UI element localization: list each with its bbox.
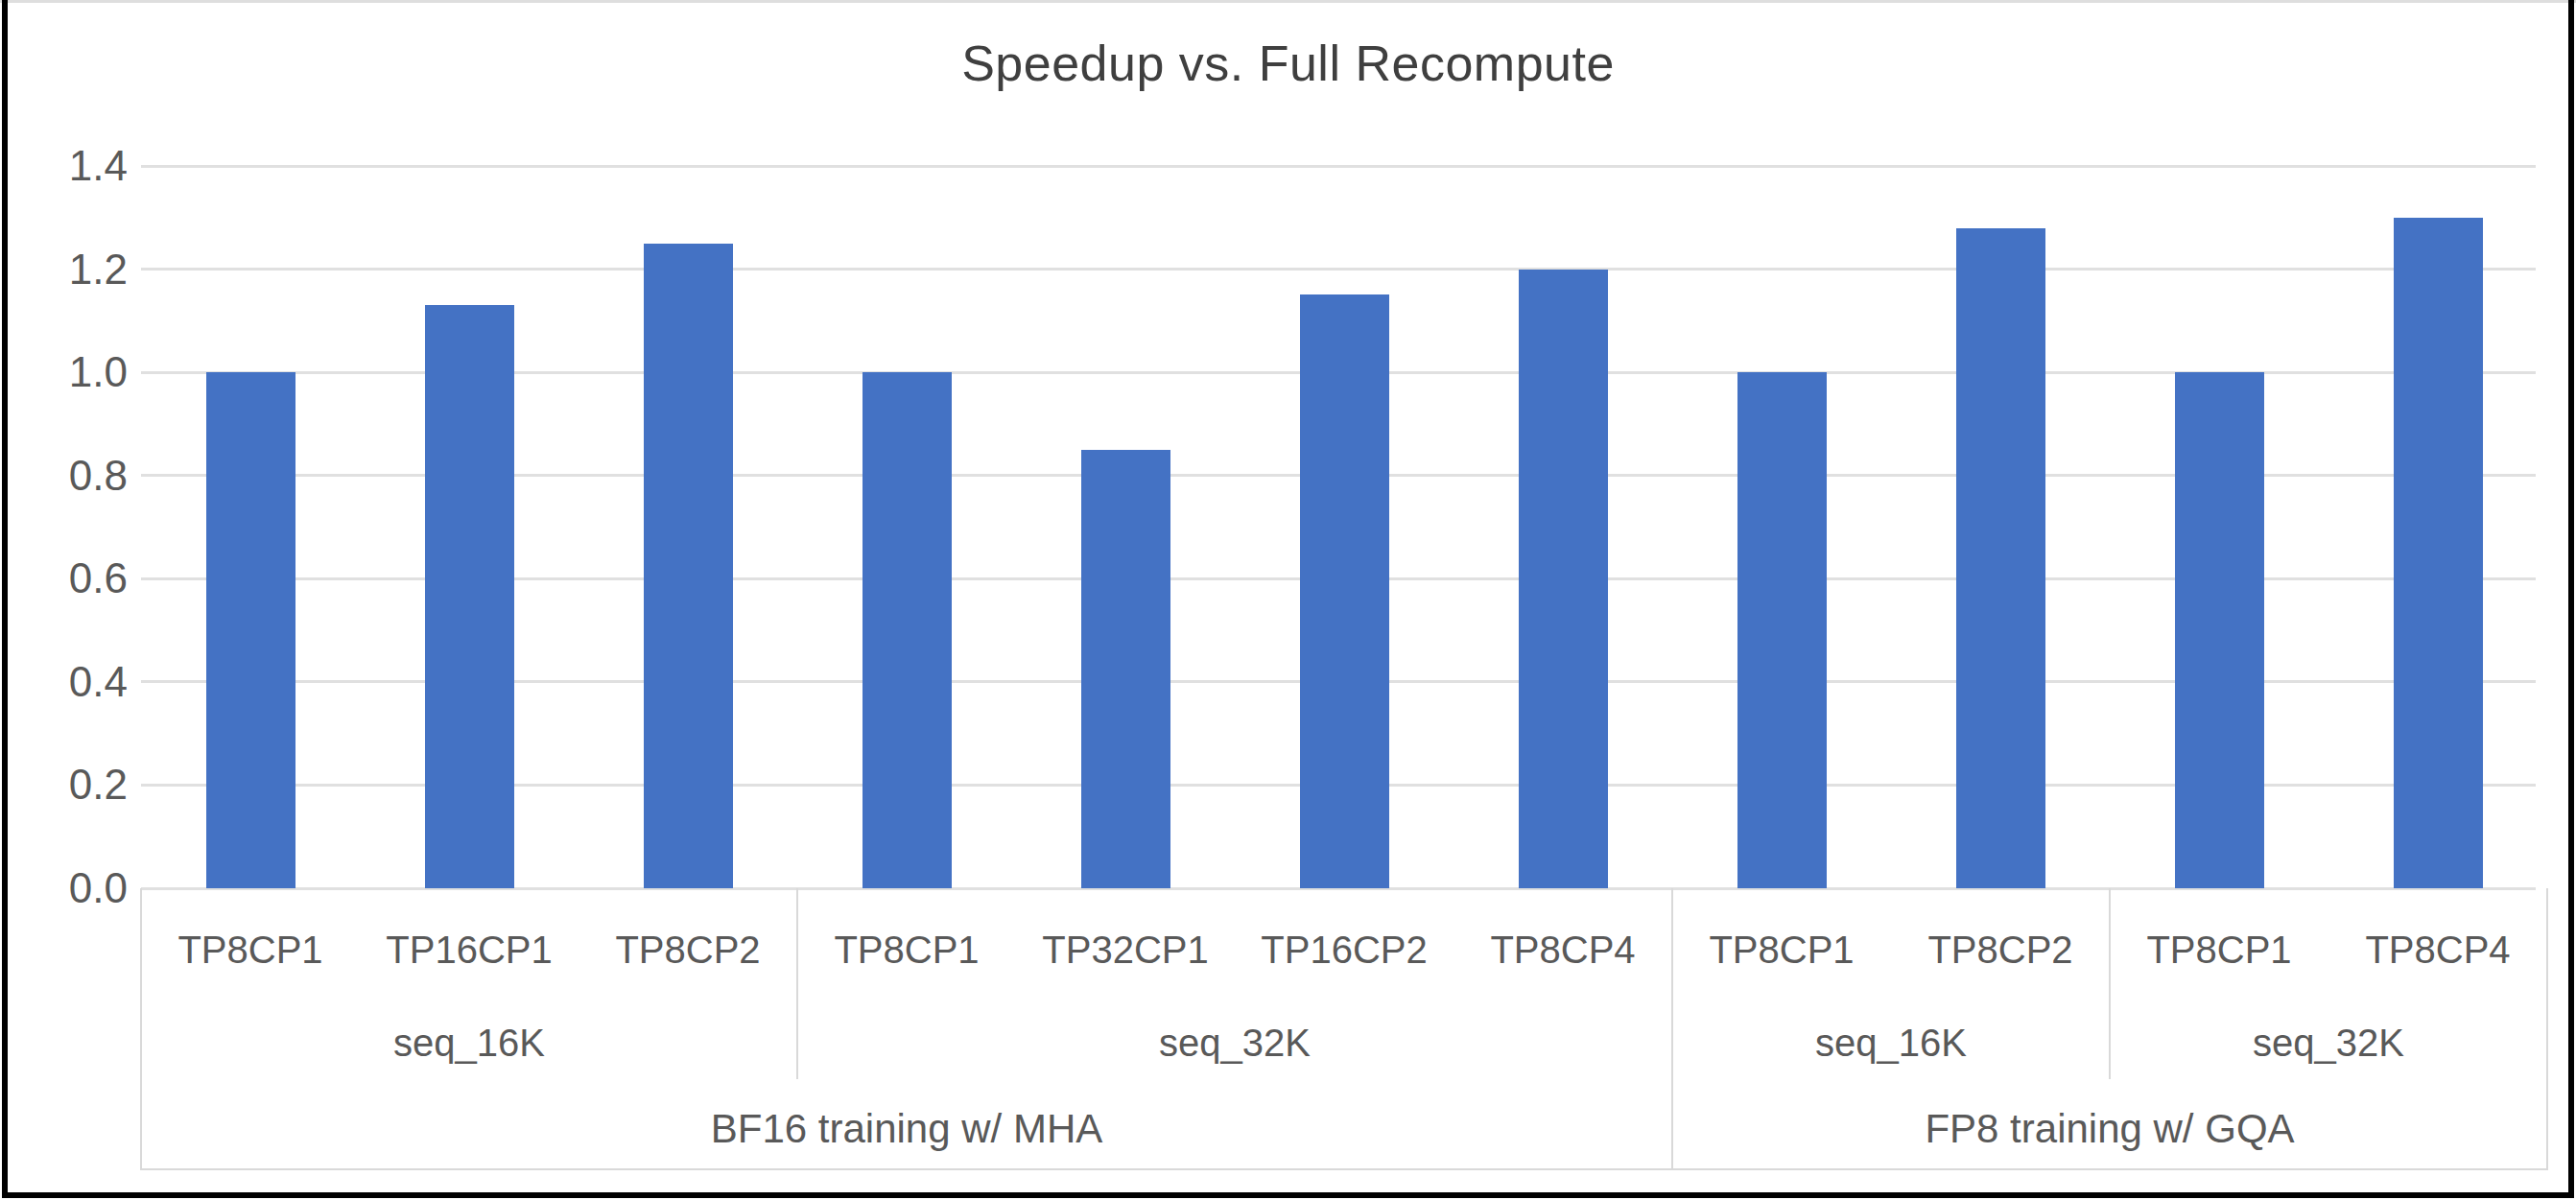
x-axis-category-label: TP16CP2 [1235,929,1453,972]
x-axis-category-label: TP8CP1 [141,929,360,972]
seq-group-label: seq_16K [141,1022,797,1065]
x-axis-category-label: TP8CP1 [797,929,1016,972]
x-axis-category-label: TP8CP1 [1672,929,1891,972]
x-axis-category-label: TP8CP2 [1891,929,2110,972]
seq-group-label: seq_32K [2110,1022,2547,1065]
x-axis-category-label: TP32CP1 [1016,929,1235,972]
x-axis-category-label: TP16CP1 [360,929,579,972]
training-group-label: BF16 training w/ MHA [141,1106,1672,1152]
x-axis-category-label: TP8CP2 [579,929,797,972]
bar-TP8CP1-0 [206,372,295,888]
training-group-label: FP8 training w/ GQA [1672,1106,2547,1152]
bar-TP8CP4-6 [1519,270,1608,888]
bar-TP8CP1-3 [863,372,952,888]
y-axis-tick-label: 0.0 [0,864,128,912]
y-axis-tick-label: 0.4 [0,658,128,706]
bar-TP8CP4-10 [2394,218,2483,888]
x-axis-category-label: TP8CP1 [2110,929,2328,972]
axis-table-right-border [2546,888,2548,1168]
bar-TP8CP1-7 [1737,372,1827,888]
y-axis-tick-label: 0.2 [0,761,128,809]
x-axis-category-label: TP8CP4 [2328,929,2547,972]
y-axis-tick-label: 0.6 [0,554,128,602]
seq-group-divider [796,888,798,1079]
bar-TP8CP1-9 [2175,372,2264,888]
y-axis-tick-label: 1.2 [0,246,128,294]
y-axis-tick-label: 0.8 [0,452,128,500]
x-axis-category-label: TP8CP4 [1453,929,1672,972]
bar-TP8CP2-8 [1956,228,2045,888]
chart-title: Speedup vs. Full Recompute [0,35,2576,92]
frame-top-edge [0,0,2576,3]
axis-table-bottom-border [140,1168,2548,1170]
bar-TP16CP1-1 [425,305,514,888]
axis-table-left-border [140,888,142,1168]
gridline-1.4 [141,165,2536,168]
seq-group-divider [2109,888,2111,1079]
bar-TP32CP1-4 [1081,450,1170,888]
chart-figure: Speedup vs. Full Recompute 0.0 0.2 0.4 0.6 0… [0,0,2576,1200]
y-axis-tick-label: 1.0 [0,348,128,396]
training-group-divider [1671,888,1673,1168]
seq-group-label: seq_32K [797,1022,1672,1065]
bar-TP8CP2-2 [644,244,733,888]
y-axis-tick-label: 1.4 [0,142,128,190]
gridline-1.2 [141,268,2536,271]
seq-group-label: seq_16K [1672,1022,2110,1065]
bar-TP16CP2-5 [1300,294,1389,888]
